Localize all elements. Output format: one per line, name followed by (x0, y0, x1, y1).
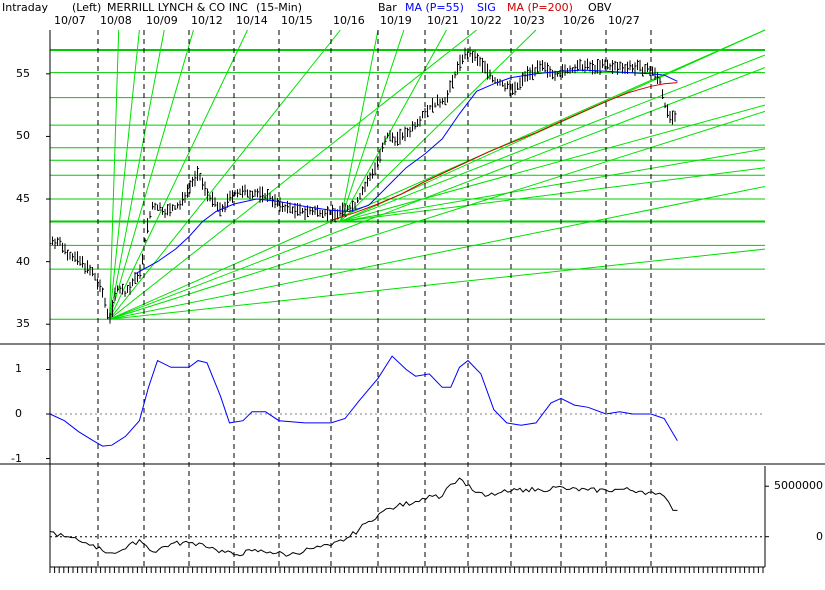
date-label: 10/27 (608, 14, 640, 27)
date-label: 10/23 (513, 14, 545, 27)
gann-fan-line (340, 104, 766, 223)
signal-line (49, 355, 678, 447)
obv-tick-label: 0 (816, 529, 823, 543)
date-label: 10/14 (236, 14, 268, 27)
gann-fan-line (339, 29, 405, 222)
obv-legend: OBV (588, 1, 612, 14)
date-label: 10/12 (191, 14, 223, 27)
date-label: 10/22 (470, 14, 502, 27)
chart-title: MERRILL LYNCH & CO INC (107, 1, 248, 14)
price-tick-label: 45 (16, 192, 30, 206)
price-tick-label: 40 (16, 254, 30, 268)
gann-fan-line (340, 167, 766, 223)
ma55-legend: MA (P=55) (405, 1, 464, 14)
axis-ticks (46, 73, 769, 573)
gann-fan-line (109, 29, 140, 320)
series-lines (49, 46, 678, 557)
gann-fan-line (109, 248, 766, 320)
horizontal-levels (50, 49, 765, 320)
chart-style-label: Bar (378, 1, 397, 14)
date-label: 10/15 (281, 14, 313, 27)
date-label: 10/16 (333, 14, 365, 27)
ma55-line (134, 69, 678, 275)
obv-tick-label: 5000000 (774, 479, 823, 493)
panel-dividers (0, 30, 825, 568)
gann-fan-line (109, 29, 120, 320)
gann-fan-line (109, 186, 766, 320)
gann-fan-line (340, 148, 766, 223)
signal-tick-label: 0 (15, 407, 22, 421)
ma200-legend: MA (P=200) (507, 1, 573, 14)
gann-fan-line (340, 54, 766, 223)
date-label: 10/07 (54, 14, 86, 27)
date-label: 10/09 (146, 14, 178, 27)
gann-fan-line (109, 29, 477, 320)
scale-label: (Left) (72, 1, 102, 14)
date-label: 10/08 (100, 14, 132, 27)
gann-fan-line (339, 29, 447, 222)
gann-fan-line (109, 29, 766, 320)
price-tick-label: 55 (16, 66, 30, 80)
gann-fan-line (109, 29, 341, 320)
gann-fan-line (340, 29, 766, 223)
zero-lines (50, 413, 765, 538)
date-label: 10/19 (380, 14, 412, 27)
gann-fan-line (109, 29, 165, 320)
price-tick-label: 35 (16, 317, 30, 331)
signal-tick-label: 1 (15, 362, 22, 376)
gann-fan-lines (109, 29, 766, 320)
obv-line (49, 477, 678, 557)
date-label: 10/26 (563, 14, 595, 27)
gann-fan-line (109, 29, 248, 320)
gann-fan-line (109, 29, 194, 320)
ma200-line (330, 82, 678, 221)
date-label: 10/21 (427, 14, 459, 27)
interval-label: (15-Min) (256, 1, 303, 14)
timeframe-label: Intraday (2, 1, 49, 14)
signal-tick-label: -1 (11, 451, 22, 465)
gann-fan-line (109, 110, 766, 320)
price-bars (49, 46, 677, 324)
gann-fan-line (109, 67, 766, 320)
gann-fan-line (339, 29, 379, 222)
gann-fan-line (340, 29, 537, 222)
sig-legend: SIG (477, 1, 496, 14)
price-tick-label: 50 (16, 129, 30, 143)
